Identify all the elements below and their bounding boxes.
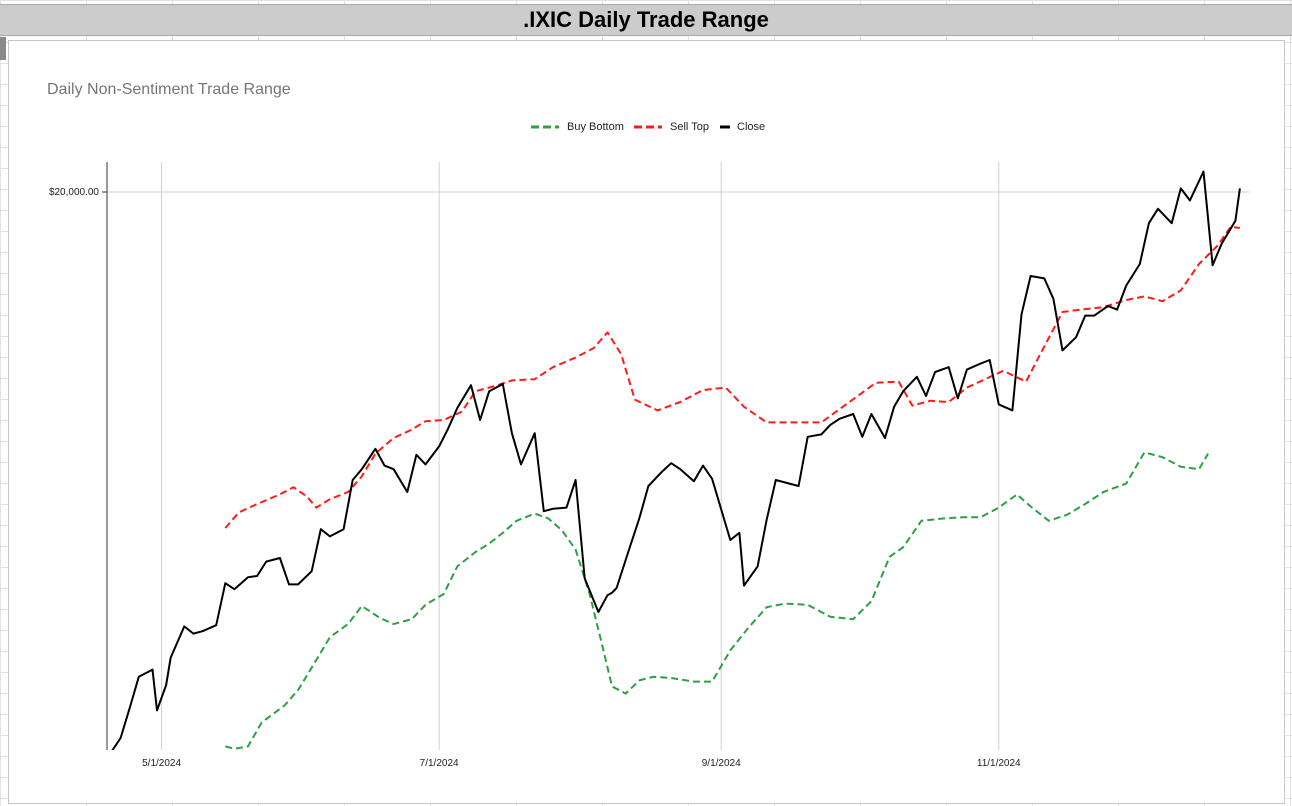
chart-card[interactable]: Daily Non-Sentiment Trade Range Buy Bott… [8, 40, 1285, 804]
x-tick-label: 9/1/2024 [702, 758, 741, 769]
legend: Buy Bottom Sell Top Close [531, 121, 765, 133]
sheet-title-bar: .IXIC Daily Trade Range [0, 4, 1292, 36]
legend-item-sell-top[interactable]: Sell Top [634, 121, 709, 133]
sell-top-line[interactable] [224, 225, 1241, 529]
trade-range-chart: Daily Non-Sentiment Trade Range Buy Bott… [47, 81, 1249, 769]
legend-item-close[interactable]: Close [720, 121, 765, 133]
x-tick-label: 7/1/2024 [420, 758, 459, 769]
x-axis-ticks: 5/1/2024 7/1/2024 9/1/2024 11/1/2024 [142, 758, 1021, 769]
close-line[interactable] [107, 170, 1241, 759]
y-tick-label: $20,000.00 [49, 187, 99, 198]
legend-label-close: Close [737, 121, 765, 133]
x-tick-label: 11/1/2024 [977, 758, 1021, 769]
chart-title: Daily Non-Sentiment Trade Range [47, 81, 291, 98]
legend-item-buy-bottom[interactable]: Buy Bottom [531, 121, 624, 133]
series-lines [107, 170, 1241, 759]
sheet-title: .IXIC Daily Trade Range [523, 7, 769, 32]
legend-label-buy-bottom: Buy Bottom [567, 121, 624, 133]
gridlines [107, 162, 1249, 750]
y-axis-ticks: $20,000.00 [49, 187, 107, 198]
buy-bottom-line[interactable] [225, 451, 1209, 750]
legend-label-sell-top: Sell Top [670, 121, 709, 133]
resize-handle[interactable] [0, 37, 6, 60]
x-tick-label: 5/1/2024 [142, 758, 181, 769]
